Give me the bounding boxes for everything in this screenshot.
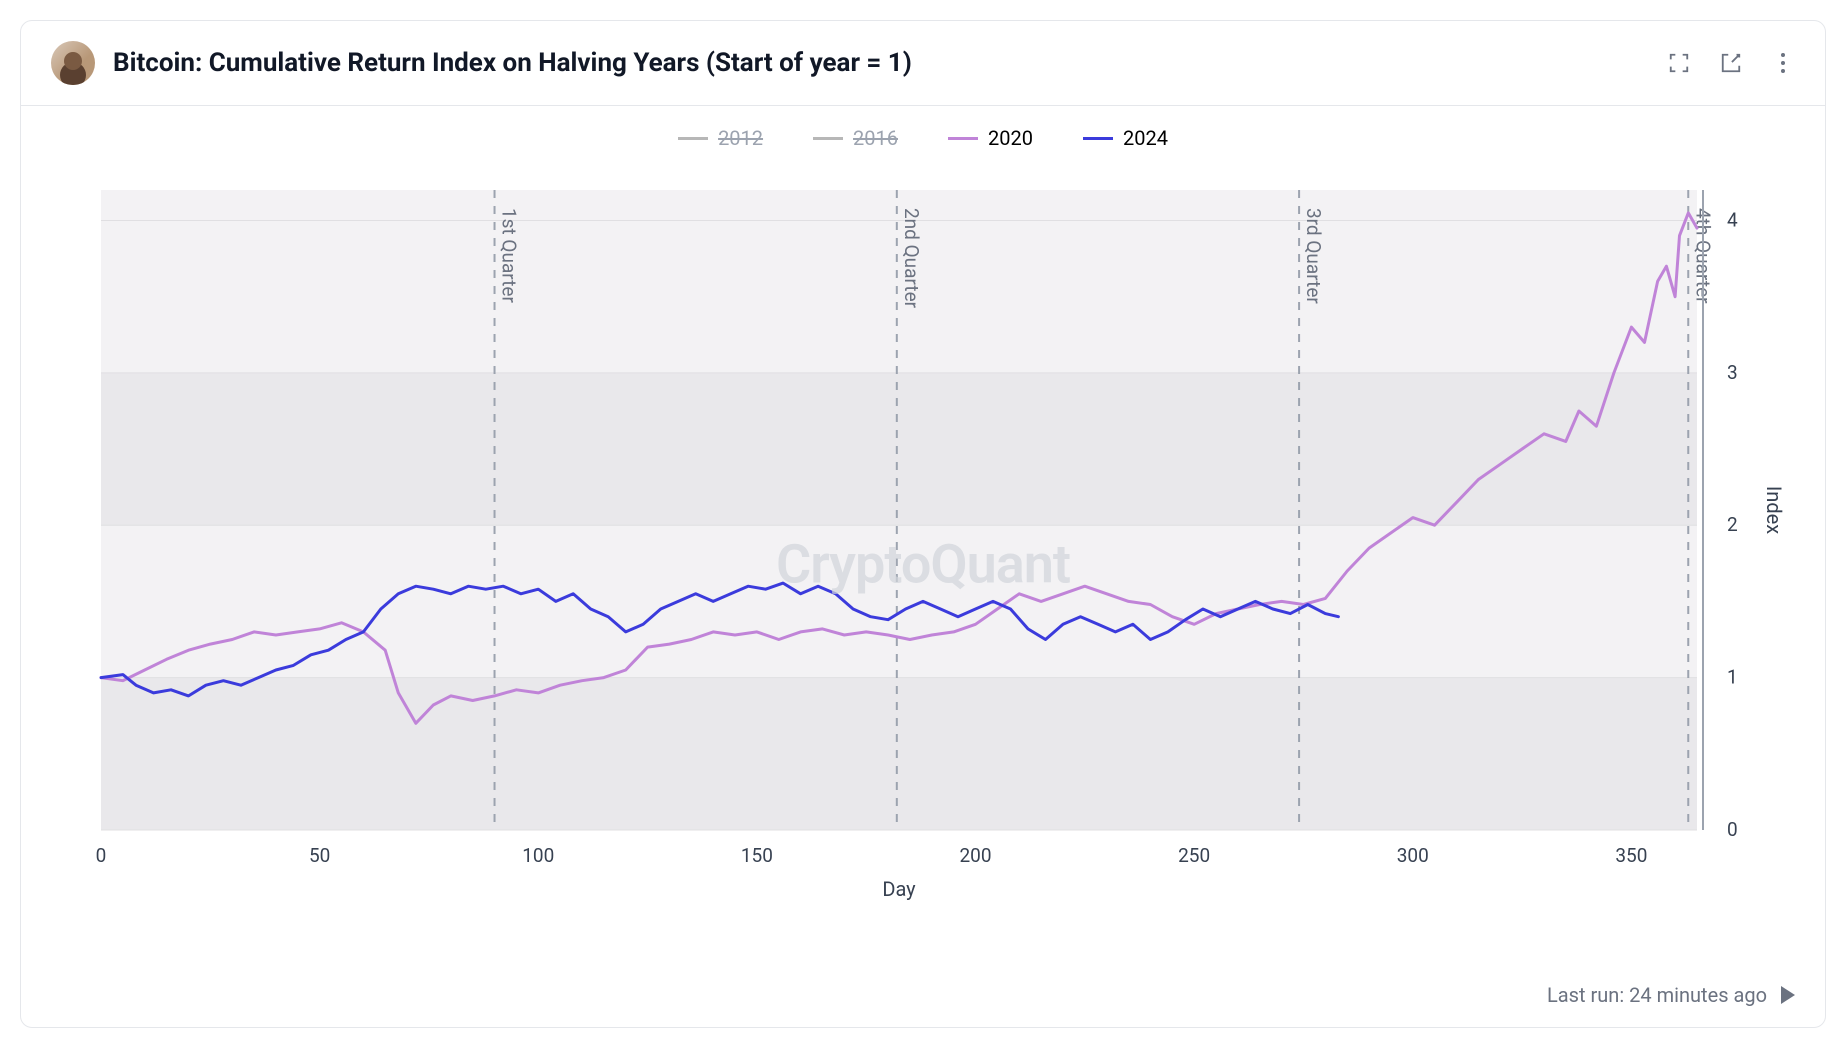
svg-text:4: 4: [1727, 208, 1738, 231]
quarter-label: 3rd Quarter: [1302, 208, 1325, 304]
legend-item-2012[interactable]: 2012: [678, 126, 763, 150]
legend-item-2016[interactable]: 2016: [813, 126, 898, 150]
svg-text:0: 0: [96, 844, 107, 867]
legend-swatch: [678, 137, 708, 140]
y-axis-label: Index: [1762, 486, 1786, 534]
more-menu-icon[interactable]: [1771, 51, 1795, 75]
last-run-label: Last run: 24 minutes ago: [1547, 983, 1767, 1007]
svg-text:3: 3: [1727, 361, 1738, 384]
fullscreen-icon[interactable]: [1667, 51, 1691, 75]
legend-item-2020[interactable]: 2020: [948, 126, 1033, 150]
quarter-label: 2nd Quarter: [900, 208, 923, 309]
run-button-icon[interactable]: [1781, 986, 1795, 1004]
legend-label: 2016: [853, 126, 898, 150]
legend-label: 2012: [718, 126, 763, 150]
svg-text:1: 1: [1727, 666, 1738, 689]
legend-swatch: [813, 137, 843, 140]
svg-text:2: 2: [1727, 513, 1738, 536]
legend-item-2024[interactable]: 2024: [1083, 126, 1168, 150]
x-axis-label: Day: [882, 877, 916, 901]
author-avatar[interactable]: [51, 41, 95, 85]
legend-swatch: [948, 137, 978, 140]
svg-text:250: 250: [1178, 844, 1210, 867]
line-chart: 1st Quarter2nd Quarter3rd Quarter4th Qua…: [61, 180, 1787, 910]
legend-label: 2024: [1123, 126, 1168, 150]
legend-label: 2020: [988, 126, 1033, 150]
card-footer: Last run: 24 minutes ago: [21, 969, 1825, 1027]
svg-text:300: 300: [1397, 844, 1429, 867]
open-external-icon[interactable]: [1719, 51, 1743, 75]
chart-legend: 2012 2016 2020 2024: [21, 106, 1825, 160]
header-actions: [1667, 51, 1795, 75]
svg-text:100: 100: [522, 844, 554, 867]
quarter-label: 1st Quarter: [498, 208, 521, 303]
svg-text:0: 0: [1727, 818, 1738, 841]
svg-text:50: 50: [309, 844, 330, 867]
chart-card: Bitcoin: Cumulative Return Index on Halv…: [20, 20, 1826, 1028]
chart-title: Bitcoin: Cumulative Return Index on Halv…: [113, 48, 1649, 78]
svg-text:200: 200: [959, 844, 991, 867]
legend-swatch: [1083, 137, 1113, 140]
chart-area: CryptoQuant 1st Quarter2nd Quarter3rd Qu…: [21, 160, 1825, 969]
card-header: Bitcoin: Cumulative Return Index on Halv…: [21, 21, 1825, 106]
svg-text:150: 150: [741, 844, 773, 867]
svg-text:350: 350: [1615, 844, 1647, 867]
